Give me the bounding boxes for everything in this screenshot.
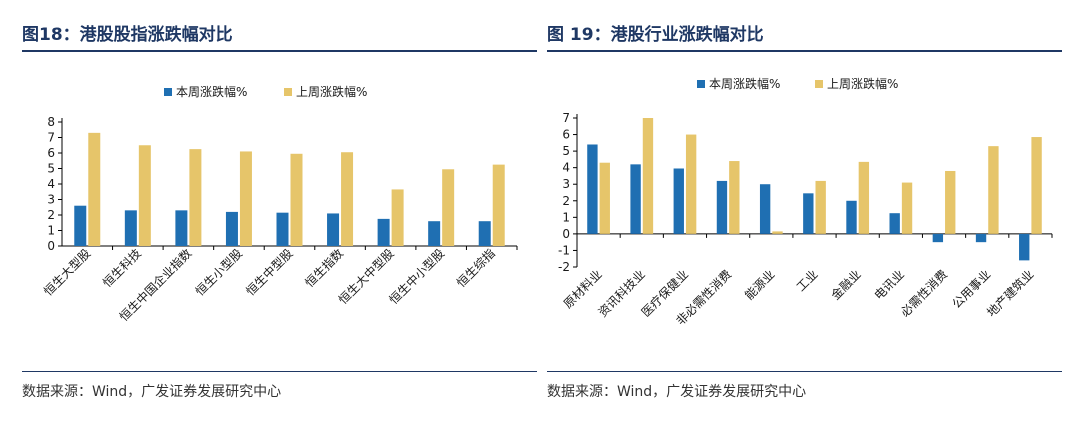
bar-last-week-7 [442, 169, 455, 246]
bar-last-week-0 [599, 162, 610, 234]
category-label-8: 恒生综指 [453, 246, 498, 291]
bar-this-week-7 [428, 221, 441, 246]
bar-this-week-7 [889, 213, 900, 234]
category-label-1: 恒生科技 [100, 246, 144, 290]
bar-this-week-1 [124, 210, 137, 246]
bar-this-week-4 [276, 212, 289, 246]
figure-18-title: 图18：港股股指涨跌幅对比 [22, 25, 233, 45]
legend-swatch-this-week [697, 80, 705, 88]
y-tick-label: 6 [562, 128, 570, 142]
bar-last-week-3 [239, 151, 252, 246]
y-tick-label: -2 [558, 260, 570, 274]
y-tick-label: 1 [47, 224, 55, 238]
y-tick-label: 4 [47, 177, 55, 191]
bar-last-week-9 [988, 146, 999, 234]
category-label-9: 公用事业 [949, 267, 993, 311]
y-tick-label: 7 [562, 111, 570, 125]
y-tick-label: 1 [562, 210, 570, 224]
y-tick-label: 2 [562, 194, 570, 208]
y-tick-label: 2 [47, 208, 55, 222]
category-label-10: 地产建筑业 [983, 267, 1036, 320]
bar-last-week-2 [685, 134, 697, 234]
legend-label-this-week: 本周涨跌幅% [176, 84, 247, 99]
figure-19-panel: 图 19：港股行业涨跌幅对比 本周涨跌幅% 上周涨跌幅% -2 -1 0 1 2 3 4 5 6 7 原… [547, 0, 1062, 422]
bar-last-week-2 [189, 149, 202, 246]
legend-swatch-this-week [164, 88, 172, 96]
bar-last-week-4 [290, 153, 303, 246]
bar-this-week-10 [1019, 233, 1030, 261]
bar-this-week-9 [975, 233, 987, 243]
y-tick-label: 4 [562, 161, 570, 175]
bar-last-week-4 [772, 231, 783, 234]
category-label-6: 金融业 [828, 267, 864, 303]
bar-last-week-7 [901, 182, 913, 234]
legend-swatch-last-week [815, 80, 823, 88]
bar-this-week-6 [846, 200, 857, 234]
bar-this-week-5 [803, 193, 814, 234]
y-tick-label: -1 [558, 243, 570, 257]
figure-19-chart: 本周涨跌幅% 上周涨跌幅%-2-101234567原材料业资讯科技业医疗保健业非必… [558, 76, 1053, 328]
bar-this-week-1 [630, 164, 641, 234]
figure-18-panel: 图18：港股股指涨跌幅对比 本周涨跌幅% 上周涨跌幅% 0 1 2 3 4 5 6 7 8 恒生大型股… [22, 0, 537, 422]
category-label-4: 恒生中型股 [243, 246, 296, 299]
y-tick-label: 5 [47, 162, 55, 176]
bar-last-week-3 [729, 161, 740, 234]
bar-this-week-5 [327, 213, 340, 246]
legend-label-last-week: 上周涨跌幅% [296, 84, 367, 99]
legend-swatch-last-week [284, 88, 292, 96]
figure-19-title: 图 19：港股行业涨跌幅对比 [547, 25, 764, 45]
legend-label-last-week: 上周涨跌幅% [827, 76, 898, 91]
category-label-5: 工业 [794, 267, 821, 294]
bar-this-week-2 [673, 168, 684, 234]
category-label-8: 必需性消费 [898, 267, 950, 319]
bar-this-week-8 [932, 233, 944, 243]
y-tick-label: 3 [562, 177, 570, 191]
bar-last-week-6 [391, 189, 404, 246]
legend-label-this-week: 本周涨跌幅% [709, 76, 780, 91]
bar-this-week-8 [478, 221, 491, 246]
y-tick-label: 7 [47, 131, 55, 145]
bar-last-week-1 [642, 118, 654, 234]
bar-this-week-3 [716, 180, 728, 234]
bar-last-week-5 [815, 180, 826, 234]
bar-last-week-1 [138, 145, 151, 246]
category-label-4: 能源业 [742, 267, 777, 302]
bar-this-week-2 [175, 210, 188, 246]
bar-last-week-5 [341, 152, 354, 246]
category-label-0: 恒生大型股 [41, 246, 93, 298]
figure-19-bottom-rule [547, 371, 1062, 372]
y-tick-label: 0 [47, 239, 55, 253]
category-label-5: 恒生指数 [302, 246, 347, 291]
bar-last-week-8 [945, 170, 956, 234]
bar-this-week-0 [587, 144, 598, 234]
y-tick-label: 8 [47, 115, 55, 129]
bar-last-week-8 [492, 164, 505, 246]
figure-18-top-rule [22, 50, 537, 52]
y-tick-label: 3 [47, 193, 55, 207]
figure-19-top-rule [547, 50, 1062, 52]
bar-this-week-4 [759, 184, 771, 234]
y-tick-label: 6 [47, 146, 55, 160]
figure-18-source: 数据来源：Wind，广发证券发展研究中心 [22, 384, 282, 400]
category-label-7: 电讯业 [872, 267, 907, 302]
y-tick-label: 5 [562, 144, 570, 158]
bar-this-week-0 [74, 205, 87, 246]
figure-19-source: 数据来源：Wind，广发证券发展研究中心 [547, 384, 807, 400]
bar-last-week-6 [858, 161, 870, 234]
figure-18-bottom-rule [22, 371, 537, 372]
bar-last-week-10 [1031, 137, 1042, 234]
bar-this-week-6 [377, 218, 390, 246]
bar-last-week-0 [88, 132, 101, 246]
bar-this-week-3 [225, 211, 238, 246]
category-label-3: 恒生小型股 [193, 246, 245, 298]
y-tick-label: 0 [562, 227, 570, 241]
